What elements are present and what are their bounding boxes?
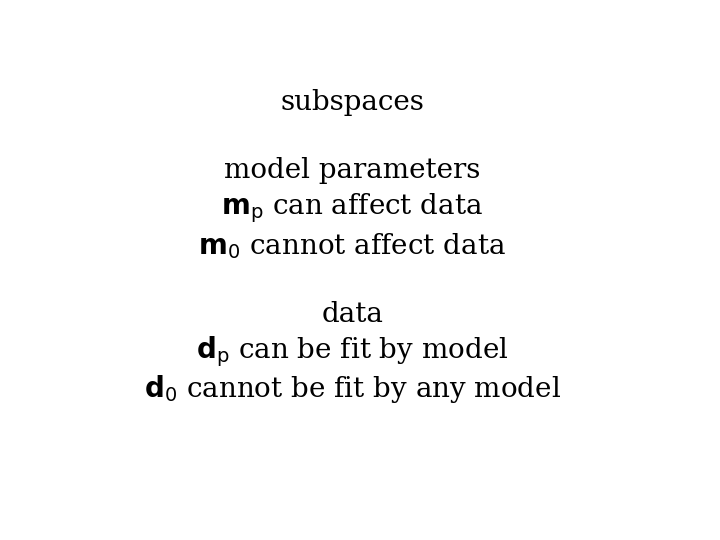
Text: $\mathbf{d}_{\mathrm{p}}$ can be fit by model: $\mathbf{d}_{\mathrm{p}}$ can be fit by … bbox=[196, 334, 508, 369]
Text: data: data bbox=[321, 301, 383, 328]
Text: $\mathbf{d}_{\mathrm{0}}$ cannot be fit by any model: $\mathbf{d}_{\mathrm{0}}$ cannot be fit … bbox=[144, 373, 561, 405]
Text: $\mathbf{m}_{\mathrm{0}}$ cannot affect data: $\mathbf{m}_{\mathrm{0}}$ cannot affect … bbox=[198, 231, 506, 261]
Text: $\mathbf{m}_{\mathrm{p}}$ can affect data: $\mathbf{m}_{\mathrm{p}}$ can affect dat… bbox=[221, 192, 483, 225]
Text: subspaces: subspaces bbox=[280, 89, 424, 116]
Text: model parameters: model parameters bbox=[224, 157, 480, 184]
